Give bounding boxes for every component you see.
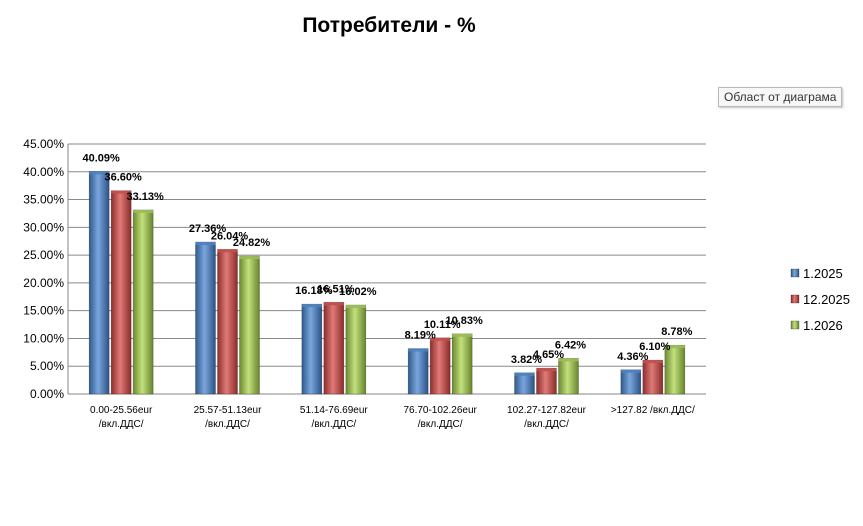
data-label: 33.13% <box>127 191 165 203</box>
y-tick-label: 25.00% <box>23 248 64 262</box>
bar-top-bevel <box>408 348 429 352</box>
bar[interactable] <box>88 170 110 395</box>
data-label: 16.18% <box>295 285 333 297</box>
data-label: 4.65% <box>533 349 564 361</box>
bar[interactable] <box>620 369 642 395</box>
category-label: 102.27-127.82eur <box>507 405 587 416</box>
bar-top-bevel <box>323 302 344 306</box>
category-label: >127.82 /вкл.ДДС/ <box>611 405 695 416</box>
data-label: 8.19% <box>405 330 436 342</box>
legend-swatch <box>790 268 800 278</box>
bar-top-bevel <box>620 369 641 373</box>
category-label: 25.57-51.13eur <box>194 405 263 416</box>
bar-top-bevel <box>558 358 579 362</box>
bar[interactable] <box>217 249 238 395</box>
data-label: 10.83% <box>446 315 484 327</box>
category-label: /вкл.ДДС/ <box>311 419 356 430</box>
bar-top-bevel <box>514 372 535 376</box>
bar[interactable] <box>407 348 429 395</box>
category-label: /вкл.ДДС/ <box>418 419 463 430</box>
category-label: 51.14-76.69eur <box>300 405 369 416</box>
bar-top-bevel <box>664 345 685 349</box>
data-label: 6.10% <box>639 341 670 353</box>
bar-top-bevel <box>452 333 473 337</box>
legend-label: 1.2026 <box>803 318 843 333</box>
bar-top-bevel <box>642 360 663 364</box>
data-label: 27.36% <box>189 223 227 235</box>
data-label: 26.04% <box>211 230 249 242</box>
bar-top-bevel <box>536 368 557 372</box>
category-label: /вкл.ДДС/ <box>524 419 569 430</box>
chart-title: Потребители - % <box>302 14 476 37</box>
data-label: 3.82% <box>511 354 542 366</box>
bar[interactable] <box>642 359 664 395</box>
bar-top-bevel <box>430 337 451 341</box>
y-tick-label: 0.00% <box>30 387 64 401</box>
bars <box>88 170 686 395</box>
data-labels: 40.09% 36.60% 33.13% 27.36%26.04%24.82% 16.1… <box>83 152 693 366</box>
legend-label: 12.2025 <box>803 292 850 307</box>
bar[interactable] <box>195 241 216 395</box>
data-label: 8.78% <box>661 326 692 338</box>
bar-top-bevel <box>111 190 132 194</box>
data-label: 6.42% <box>555 339 586 351</box>
bar[interactable] <box>345 304 367 395</box>
data-label: 40.09% <box>83 152 121 164</box>
y-tick-label: 20.00% <box>23 276 64 290</box>
legend-swatch <box>790 294 800 304</box>
y-tick-label: 30.00% <box>23 220 64 234</box>
y-tick-label: 35.00% <box>23 193 64 207</box>
data-label: 24.82% <box>233 237 271 249</box>
data-label: 10.11% <box>424 319 461 331</box>
chart-area-tooltip: Област от диаграма <box>718 87 843 107</box>
category-labels: 0.00-25.56eur/вкл.ДДС/25.57-51.13eur/вкл… <box>90 405 695 430</box>
axes: 0.00% 5.00% 10.00% 15.00% 20.00% 25.00% 30.00%… <box>23 137 69 401</box>
y-tick-label: 45.00% <box>23 137 64 151</box>
data-label: 16.51% <box>317 283 355 295</box>
legend-swatch <box>790 320 800 330</box>
gridlines <box>68 143 706 395</box>
bar[interactable] <box>514 372 535 395</box>
legend-label: 1.2025 <box>803 266 843 281</box>
y-tick-label: 15.00% <box>23 304 64 318</box>
data-label: 16.02% <box>339 286 377 298</box>
bar[interactable] <box>110 190 132 395</box>
bar[interactable] <box>132 209 154 395</box>
bar-top-bevel <box>301 304 322 308</box>
bar[interactable] <box>429 337 451 395</box>
bar-top-bevel <box>195 242 216 245</box>
category-label: /вкл.ДДС/ <box>205 419 250 430</box>
y-tick-label: 5.00% <box>30 359 64 373</box>
legend: 1.2025 12.2025 1.2026 <box>790 266 850 333</box>
category-label: /вкл.ДДС/ <box>99 419 144 430</box>
bar-top-bevel <box>217 249 238 253</box>
bar[interactable] <box>301 303 323 395</box>
bar-top-bevel <box>345 305 366 308</box>
y-tick-label: 40.00% <box>23 165 64 179</box>
bar-top-bevel <box>239 256 260 260</box>
bar[interactable] <box>536 367 557 395</box>
data-label: 36.60% <box>105 172 143 184</box>
bar[interactable] <box>239 255 260 395</box>
bar[interactable] <box>558 358 579 395</box>
category-label: 76.70-102.26eur <box>403 405 477 416</box>
bar-top-bevel <box>89 171 110 175</box>
category-label: 0.00-25.56eur <box>90 405 153 416</box>
bar-top-bevel <box>133 209 154 213</box>
y-tick-label: 10.00% <box>23 331 64 345</box>
bar[interactable] <box>451 333 473 395</box>
data-label: 4.36% <box>617 351 648 363</box>
bar[interactable] <box>323 301 345 395</box>
